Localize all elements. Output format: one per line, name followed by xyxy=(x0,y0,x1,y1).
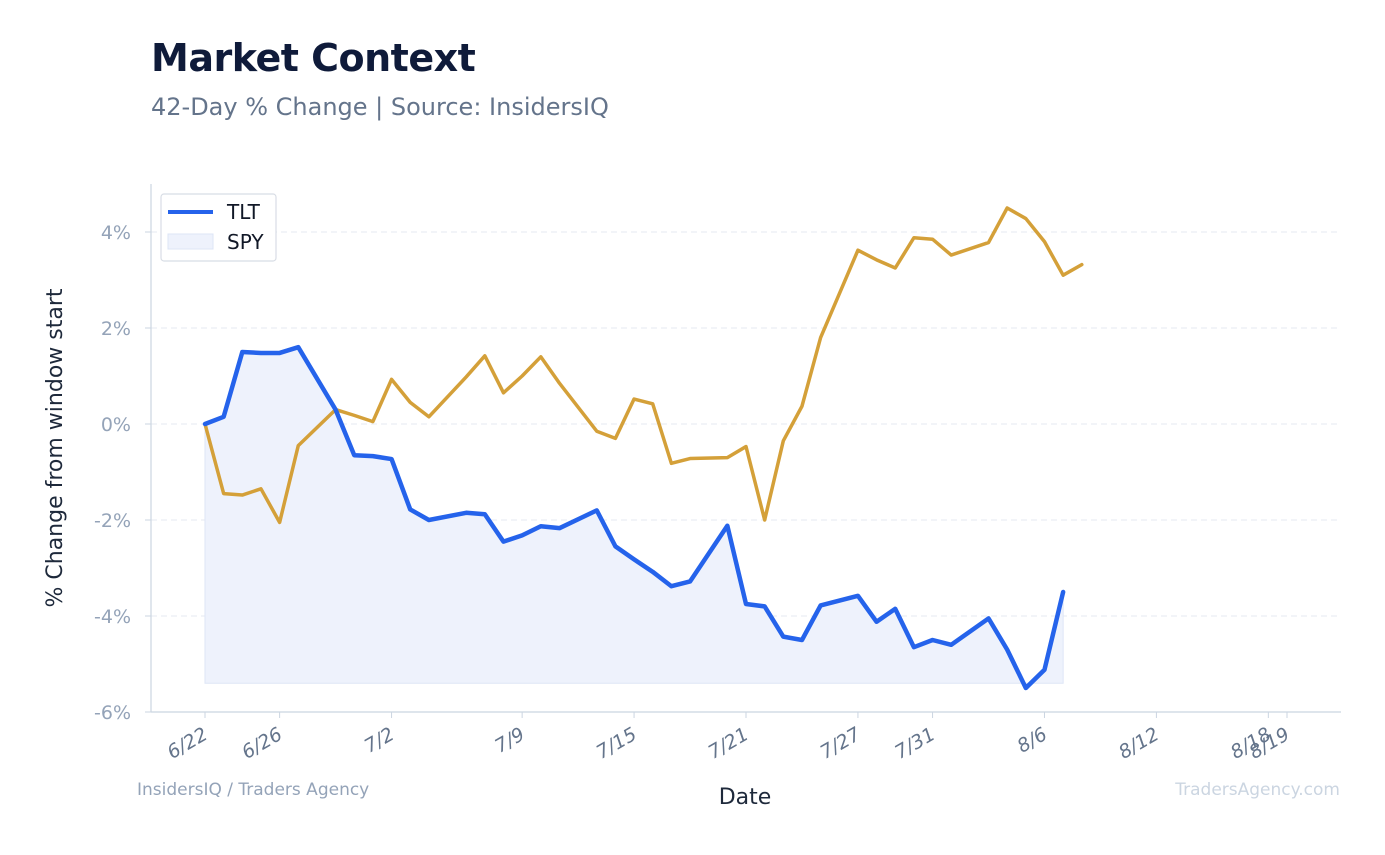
series-lines xyxy=(202,206,1084,691)
y-tick-label: 4% xyxy=(101,222,131,244)
x-tick-label: 7/27 xyxy=(816,723,864,763)
y-tick-label: 2% xyxy=(101,318,131,340)
y-tick-label: -6% xyxy=(94,702,131,724)
x-tick-label: 8/12 xyxy=(1115,723,1163,763)
legend-swatch-spy xyxy=(167,233,214,250)
legend-label-spy: SPY xyxy=(227,230,264,254)
x-tick-label: 7/21 xyxy=(705,723,753,763)
y-tick-labels: -6% -4% -2% 0% 2% 4% xyxy=(94,222,151,724)
x-tick-label: 6/22 xyxy=(164,723,212,763)
x-tick-label: 6/26 xyxy=(238,723,286,763)
y-tick-label: -4% xyxy=(94,606,131,628)
x-tick-label: 8/6 xyxy=(1014,723,1051,757)
x-tick-label: 7/31 xyxy=(891,723,939,763)
legend-label-tlt: TLT xyxy=(226,200,261,224)
x-tick-label: 7/15 xyxy=(593,723,641,763)
x-tick-label: 7/9 xyxy=(491,723,528,757)
tlt-line xyxy=(202,344,1066,691)
y-axis-label: % Change from window start xyxy=(43,288,68,607)
y-tick-label: -2% xyxy=(94,510,131,532)
x-axis-label: Date xyxy=(719,785,772,810)
spy-line xyxy=(203,206,1084,525)
x-tick-label: 7/2 xyxy=(361,723,398,757)
footer-watermark: TradersAgency.com xyxy=(1175,780,1340,800)
y-tick-label: 0% xyxy=(101,414,131,436)
page-subtitle: 42-Day % Change | Source: InsidersIQ xyxy=(151,93,609,121)
x-tick-labels: 6/22 6/26 7/2 7/9 7/15 7/21 7/27 7/31 8/6 8/12 8/1… xyxy=(164,712,1294,764)
legend: TLT SPY xyxy=(160,193,277,262)
page-title: Market Context xyxy=(151,36,476,80)
footer-credit: InsidersIQ / Traders Agency xyxy=(137,780,370,800)
